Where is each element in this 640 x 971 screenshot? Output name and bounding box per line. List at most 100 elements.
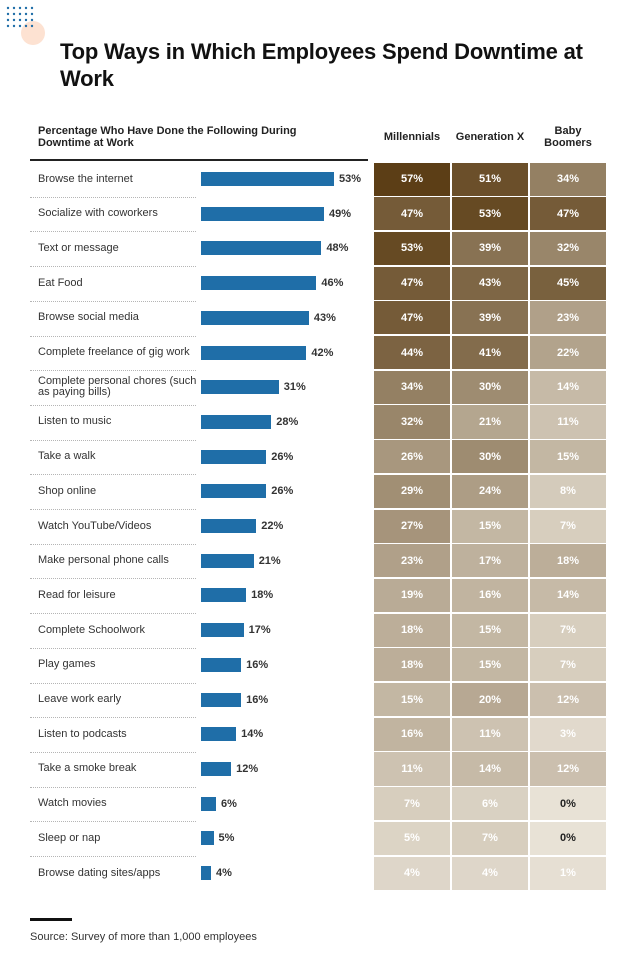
row-divider [30, 578, 196, 579]
table-cell: 23% [530, 301, 606, 335]
table-cell: 20% [452, 683, 528, 717]
category-label: Sleep or nap [38, 831, 101, 844]
row-divider [30, 752, 196, 753]
bar-value-label: 18% [251, 589, 274, 602]
table-cell: 15% [530, 440, 606, 474]
table-cell: 11% [374, 752, 450, 786]
table-cell: 6% [452, 787, 528, 821]
category-label: Socialize with coworkers [38, 207, 158, 220]
table-cell: 21% [452, 405, 528, 439]
table-cell: 0% [530, 821, 606, 855]
source-note: Source: Survey of more than 1,000 employ… [30, 931, 257, 943]
header-divider [30, 159, 368, 161]
category-label: Text or message [38, 241, 119, 254]
table-cell: 47% [374, 197, 450, 231]
bar-value-label: 28% [276, 415, 299, 428]
table-cell: 47% [374, 266, 450, 300]
dot-mark [30, 6, 34, 10]
table-cell: 53% [374, 231, 450, 266]
table-cell: 27% [374, 509, 450, 543]
bar [201, 657, 242, 672]
table-cell: 7% [452, 821, 528, 855]
table-cell: 14% [530, 370, 606, 404]
table-cell: 15% [452, 509, 528, 543]
bar [201, 831, 214, 846]
category-label: Browse dating sites/apps [38, 866, 161, 879]
row-divider [30, 197, 196, 198]
dot-mark [6, 18, 10, 22]
table-cell: 15% [374, 683, 450, 717]
table-cell: 29% [374, 474, 450, 508]
category-label: Take a walk [38, 450, 96, 463]
table-cell: 11% [530, 405, 606, 439]
table-cell: 24% [452, 474, 528, 508]
bar-value-label: 16% [246, 693, 269, 706]
bar [201, 380, 279, 395]
table-cell: 39% [452, 231, 528, 266]
table-cell: 47% [530, 197, 606, 231]
table-cell: 19% [374, 578, 450, 613]
table-cell: 32% [530, 231, 606, 266]
category-label: Complete personal chores (such as paying… [38, 375, 197, 399]
row-divider [30, 856, 196, 857]
table-cell: 17% [452, 544, 528, 578]
table-cell: 53% [452, 197, 528, 231]
row-divider [30, 474, 196, 475]
dot-mark [18, 6, 22, 10]
bar-value-label: 43% [313, 311, 336, 324]
table-cell: 7% [374, 787, 450, 821]
bar [201, 553, 254, 568]
table-cell: 34% [374, 370, 450, 404]
row-divider [30, 266, 196, 267]
bar [201, 588, 247, 603]
table-cell: 14% [530, 578, 606, 613]
dot-mark [30, 24, 34, 28]
table-cell: 45% [530, 266, 606, 300]
footer-divider [30, 918, 72, 921]
table-cell: 22% [530, 336, 606, 370]
dot-mark [12, 12, 16, 16]
category-label: Eat Food [38, 276, 83, 289]
bar [201, 796, 217, 811]
bar [201, 484, 267, 499]
table-cell: 14% [452, 752, 528, 786]
dot-grid-logo [6, 6, 45, 45]
bar-value-label: 26% [271, 450, 294, 463]
page-title: Top Ways in Which Employees Spend Downti… [60, 39, 583, 91]
category-label: Read for leisure [38, 588, 116, 601]
row-divider [30, 821, 196, 822]
dot-mark [6, 12, 10, 16]
dot-mark [30, 18, 34, 22]
table-cell: 7% [530, 648, 606, 682]
table-cell: 18% [374, 613, 450, 647]
column-header: Baby Boomers [544, 125, 592, 149]
table-cell: 32% [374, 405, 450, 439]
row-divider [30, 648, 196, 649]
bar [201, 866, 212, 880]
column-header: Millennials [383, 131, 441, 143]
row-divider [30, 787, 196, 788]
row-divider [30, 231, 196, 232]
table-cell: 15% [452, 613, 528, 647]
bar-value-label: 4% [216, 867, 232, 879]
dot-mark [18, 24, 22, 28]
bar [201, 310, 309, 325]
dot-mark [12, 24, 16, 28]
table-cell: 4% [374, 856, 450, 890]
category-label: Leave work early [38, 693, 122, 705]
table-cell: 18% [530, 544, 606, 578]
category-label: Complete freelance of gig work [38, 346, 190, 358]
dot-mark [18, 12, 22, 16]
category-label: Listen to podcasts [38, 727, 127, 740]
dot-mark [24, 12, 28, 16]
category-label: Play games [38, 658, 96, 671]
dot-mark [6, 24, 10, 28]
table-cell: 30% [452, 370, 528, 404]
table-cell: 0% [530, 787, 606, 821]
bar-value-label: 48% [326, 242, 349, 255]
bar-value-label: 42% [311, 346, 334, 359]
category-label: Watch movies [38, 797, 107, 810]
table-cell: 3% [530, 717, 606, 751]
table-cell: 26% [374, 440, 450, 474]
dot-grid-icon [6, 6, 34, 28]
